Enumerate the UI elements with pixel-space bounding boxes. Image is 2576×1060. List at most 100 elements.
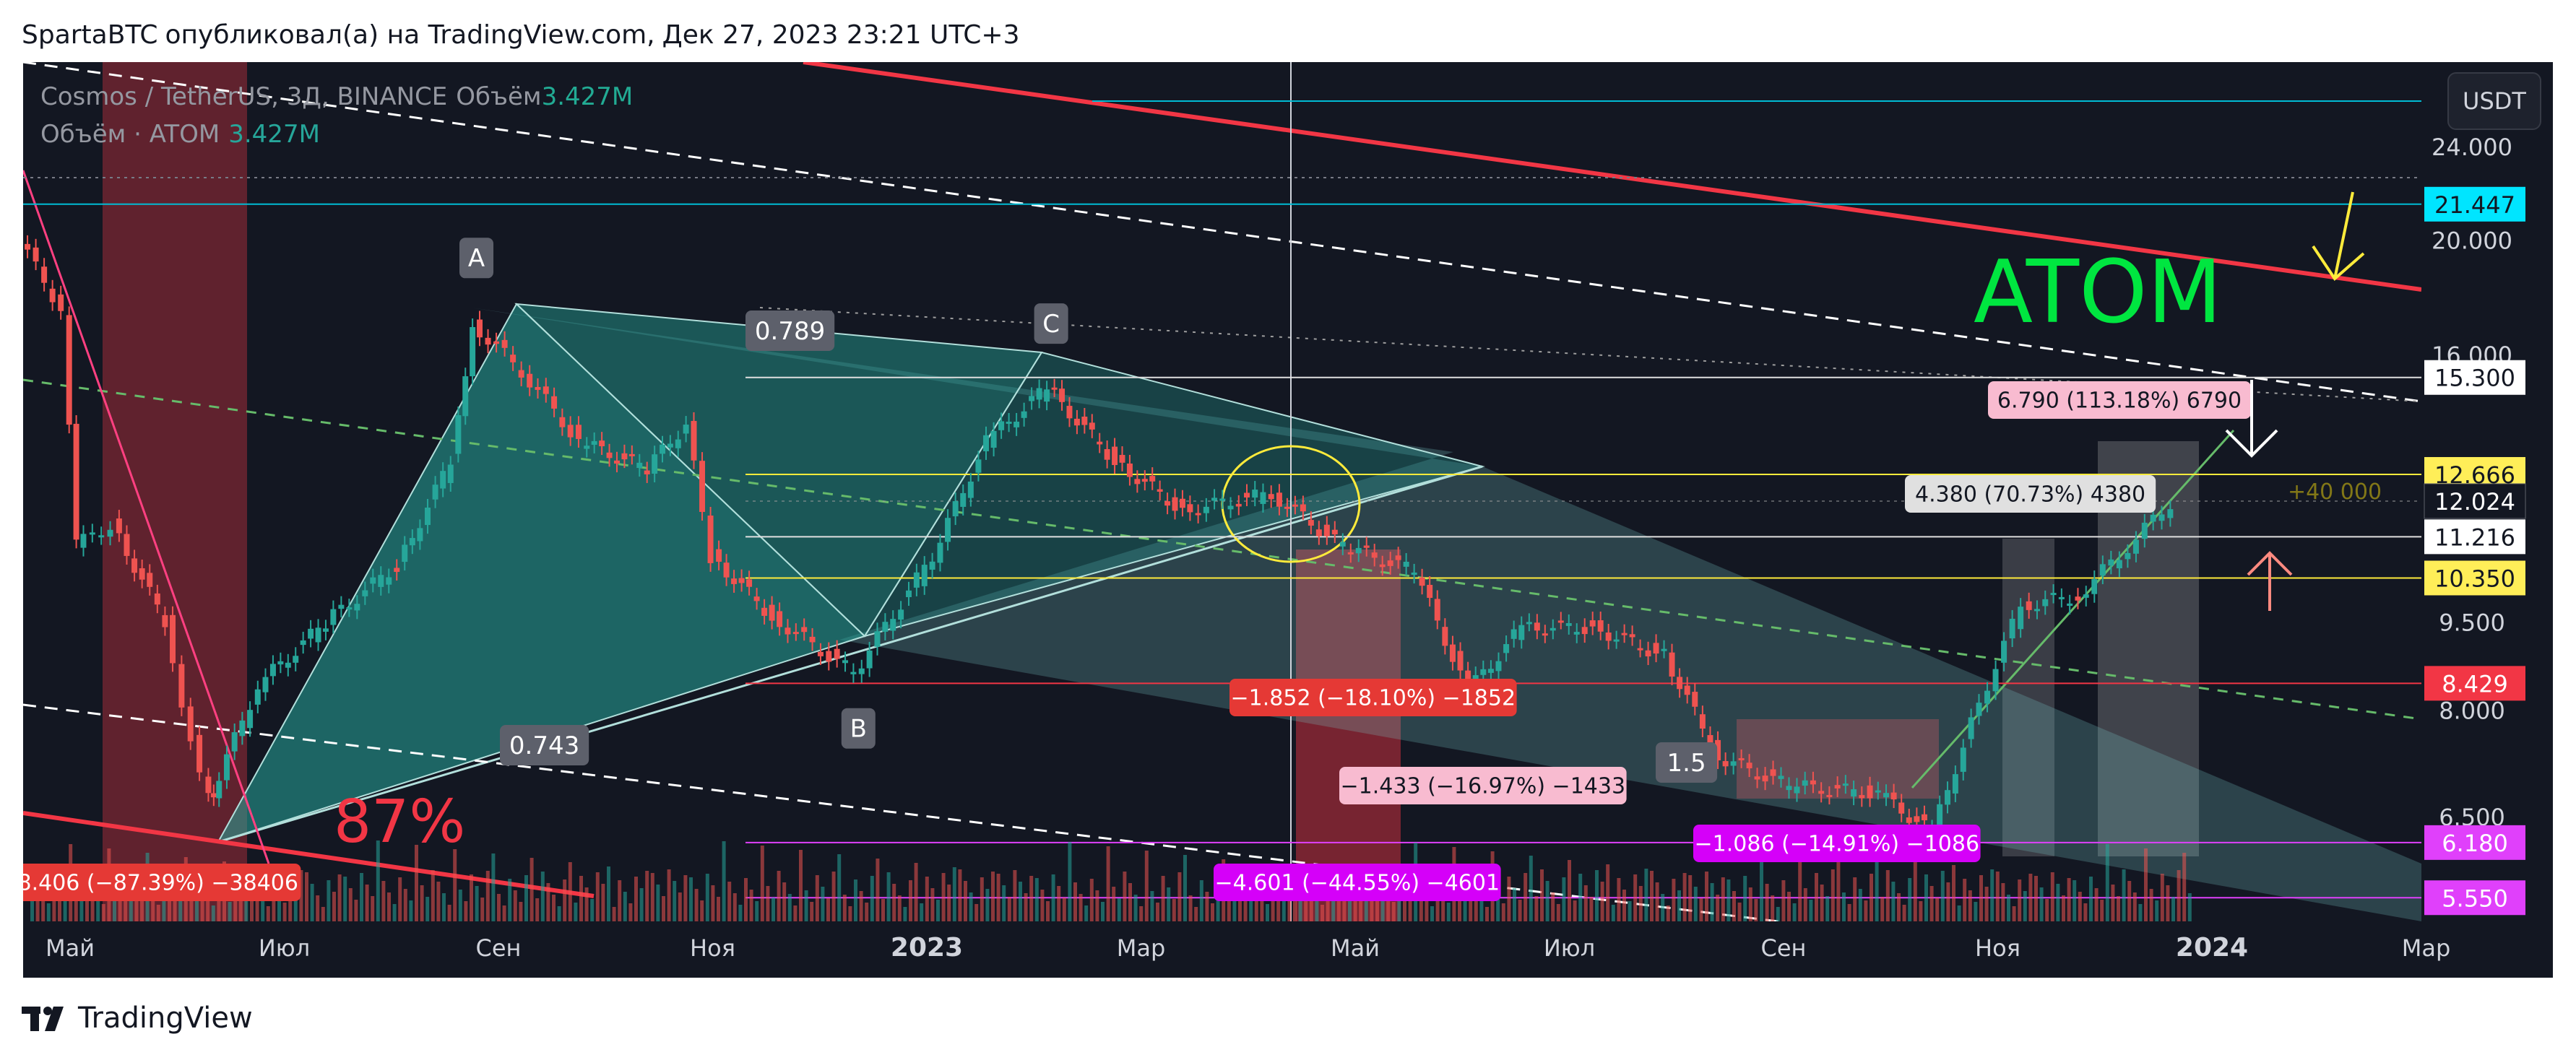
volume-bar (513, 890, 517, 921)
candle-body (1762, 776, 1768, 782)
volume-bar (1606, 864, 1610, 921)
tradingview-footer[interactable]: TradingView (22, 996, 253, 1040)
candle-body (107, 529, 113, 537)
candle-body (866, 650, 873, 669)
candle-body (362, 590, 368, 596)
volume-bar (1885, 870, 1890, 921)
x-tick-3: Ноя (690, 934, 735, 962)
candle-body (2150, 514, 2156, 522)
candle-body (1308, 520, 1314, 526)
volume-bar (2078, 892, 2082, 921)
volume-bar (2111, 885, 2115, 921)
volume-bar (732, 893, 737, 921)
volume-bar (1891, 882, 1896, 921)
candle-body (874, 631, 881, 647)
volume-bar (595, 872, 600, 921)
volume-bar (1815, 873, 1818, 921)
symbol-name[interactable]: Cosmos / TetherUS, 3Д, BINANCE (40, 82, 448, 111)
svg-text:21.447: 21.447 (2434, 191, 2515, 219)
volume-bar (480, 898, 485, 921)
chart-panel[interactable]: A B C 0.789 0.743 1.5 6.790 (113.18%) 6790 4.38… (23, 62, 2553, 978)
volume-bar (189, 898, 194, 921)
volume-bar (1842, 892, 1846, 921)
volume-bar (683, 875, 688, 921)
volume-bar (1831, 869, 1835, 921)
candle-body (2099, 564, 2106, 576)
candle-body (223, 754, 230, 781)
candle-body (1826, 794, 1833, 797)
volume-bar (470, 874, 473, 921)
volume-bar (2144, 848, 2148, 921)
volume-bar (282, 903, 287, 921)
candle-body (247, 710, 254, 729)
candle-body (402, 544, 408, 562)
volume-bar (1479, 895, 1484, 921)
currency-unit-button[interactable]: USDT (2447, 72, 2541, 130)
measurement-label-6: 38.406 (−87.39%) −38406 (23, 864, 301, 901)
chart-canvas[interactable]: A B C 0.789 0.743 1.5 6.790 (113.18%) 6790 4.38… (23, 62, 2553, 978)
volume-bar (1737, 903, 1742, 921)
volume-bar (1123, 872, 1127, 921)
volume-bar (1540, 869, 1544, 921)
candle-body (792, 632, 799, 635)
indicator-label[interactable]: Объём · ATOM (40, 120, 220, 149)
volume-bar (1781, 880, 1786, 921)
author-name[interactable]: SpartaBTC (22, 19, 158, 50)
candle-body (2167, 509, 2174, 518)
y-tick-4: 20.000 (2432, 227, 2512, 254)
volume-bar (584, 887, 589, 921)
publish-date: Дек 27, 2023 23:21 UTC+3 (662, 19, 1020, 50)
candle-body (1715, 739, 1721, 761)
volume-bar (1771, 895, 1775, 921)
volume-bar (1227, 900, 1231, 921)
arrow-up-head-icon (2247, 551, 2293, 576)
volume-bar (293, 887, 298, 921)
candle-body (1187, 504, 1193, 513)
x-tick-5: Мар (1117, 934, 1166, 962)
volume-bar (601, 884, 605, 921)
svg-text:6.180: 6.180 (2442, 830, 2508, 857)
volume-bar (1194, 907, 1198, 921)
volume-bar (211, 905, 215, 921)
volume-bar (2160, 874, 2164, 921)
candle-body (1883, 793, 1890, 798)
volume-bar (1935, 898, 1940, 921)
volume-bar (1293, 885, 1297, 921)
candle-body (1097, 441, 1103, 445)
volume-bar (1760, 843, 1763, 921)
candle-body (308, 628, 314, 639)
chart-title: ATOM (1974, 243, 2222, 343)
volume-bar (1172, 899, 1176, 921)
volume-bar (2117, 896, 2120, 921)
volume-bar (1084, 905, 1089, 921)
volume-bar (722, 841, 726, 921)
candle-body (1081, 416, 1088, 425)
volume-bar (1858, 889, 1862, 921)
candle-body (33, 247, 39, 262)
volume-bar (1501, 903, 1505, 921)
pattern-point-C: C (1034, 303, 1068, 344)
candle-body (1770, 769, 1776, 776)
candle-body (2158, 514, 2165, 521)
volume-bar (892, 884, 896, 921)
candle-body (1195, 513, 1201, 516)
y-tick-1: 8.000 (2439, 697, 2505, 724)
volume-bar (1940, 871, 1945, 921)
volume-bar (1825, 896, 1830, 921)
volume-bar (1628, 901, 1632, 921)
candle-body (485, 337, 491, 345)
candle-body (231, 732, 238, 752)
candle-body (1645, 650, 1651, 657)
candle-body (1126, 463, 1133, 477)
candle-body (543, 386, 549, 394)
candle-body (591, 440, 597, 445)
volume-bar (793, 905, 798, 921)
volume-bar (1919, 901, 1923, 921)
candle-body (2116, 560, 2122, 569)
volume-bar (1666, 905, 1670, 921)
volume-bar (1079, 894, 1083, 921)
dashed-channel-upper (23, 62, 2422, 403)
volume-bar (2100, 900, 2104, 921)
volume-bar (711, 885, 715, 921)
measurement-label-2: −1.852 (−18.10%) −1852 (1229, 679, 1517, 716)
